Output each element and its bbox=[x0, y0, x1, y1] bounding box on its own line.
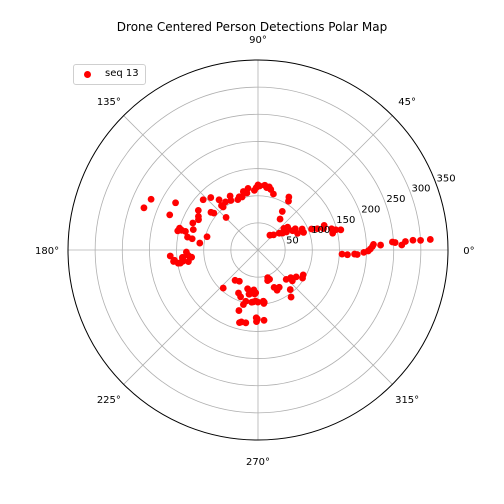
data-point bbox=[222, 214, 230, 221]
angular-tick-label: 0° bbox=[463, 246, 474, 257]
data-point bbox=[280, 225, 288, 232]
data-point bbox=[242, 319, 250, 327]
angular-tick-label: 135° bbox=[97, 97, 121, 108]
data-point bbox=[195, 216, 202, 224]
data-point bbox=[254, 298, 262, 306]
angular-tick-label: 45° bbox=[398, 97, 416, 108]
angular-gridline bbox=[257, 115, 393, 251]
radial-tick-label: 200 bbox=[361, 204, 380, 215]
data-point bbox=[207, 208, 215, 216]
data-point bbox=[259, 297, 267, 305]
data-point bbox=[285, 193, 293, 201]
polar-grid bbox=[67, 59, 449, 441]
data-point bbox=[184, 233, 191, 241]
angular-tick-label: 315° bbox=[395, 395, 419, 406]
data-point bbox=[215, 196, 223, 204]
data-point bbox=[287, 293, 295, 301]
data-point bbox=[298, 225, 306, 233]
data-point bbox=[253, 318, 260, 326]
data-point bbox=[194, 206, 202, 214]
data-point bbox=[351, 250, 358, 258]
radial-tick-label: 250 bbox=[386, 194, 405, 205]
legend: seq 13 bbox=[73, 64, 146, 85]
radial-tick-label: 150 bbox=[336, 215, 355, 226]
data-point bbox=[199, 196, 207, 204]
data-point bbox=[292, 273, 300, 281]
data-point bbox=[248, 298, 256, 306]
data-point bbox=[196, 239, 204, 247]
data-point bbox=[189, 219, 197, 227]
data-point bbox=[166, 252, 174, 260]
data-point bbox=[388, 238, 396, 246]
angular-gridline bbox=[257, 249, 393, 385]
data-point bbox=[166, 211, 174, 219]
data-point bbox=[235, 277, 243, 285]
data-point bbox=[278, 208, 286, 215]
data-point bbox=[266, 275, 273, 283]
angular-tick-label: 90° bbox=[249, 35, 267, 46]
data-point bbox=[270, 190, 277, 198]
data-point bbox=[337, 226, 345, 234]
data-point bbox=[184, 251, 192, 259]
data-point bbox=[203, 233, 211, 241]
data-point bbox=[344, 251, 351, 259]
data-point bbox=[239, 188, 247, 195]
data-point bbox=[409, 236, 417, 244]
data-point bbox=[360, 249, 368, 256]
data-point bbox=[245, 290, 253, 298]
data-points bbox=[140, 181, 434, 327]
angular-tick-label: 270° bbox=[246, 457, 270, 468]
data-point bbox=[287, 274, 295, 282]
chart-title: Drone Centered Person Detections Polar M… bbox=[116, 20, 388, 34]
angular-tick-label: 225° bbox=[97, 395, 121, 406]
data-point bbox=[219, 284, 227, 292]
data-point bbox=[320, 222, 328, 229]
data-point bbox=[260, 316, 268, 324]
data-point bbox=[299, 271, 307, 279]
radial-tick-label: 300 bbox=[411, 184, 430, 195]
data-point bbox=[189, 226, 197, 233]
legend-label: seq 13 bbox=[105, 68, 139, 79]
data-point bbox=[398, 241, 406, 249]
data-point bbox=[291, 225, 299, 233]
polar-frame bbox=[67, 59, 449, 441]
data-point bbox=[275, 283, 283, 291]
data-point bbox=[313, 225, 321, 233]
data-point bbox=[174, 227, 182, 235]
data-point bbox=[237, 293, 244, 301]
data-point bbox=[332, 226, 340, 234]
data-point bbox=[250, 186, 258, 194]
angular-tick-label: 180° bbox=[35, 246, 59, 257]
data-point bbox=[377, 241, 384, 249]
data-point bbox=[417, 236, 424, 244]
data-point bbox=[242, 297, 250, 305]
data-point bbox=[172, 199, 179, 207]
data-point bbox=[275, 229, 283, 237]
angular-gridline bbox=[123, 115, 259, 251]
data-point bbox=[140, 204, 148, 212]
radial-tick-label: 100 bbox=[311, 225, 330, 236]
data-point bbox=[244, 285, 252, 293]
radial-tick-label: 50 bbox=[286, 236, 299, 247]
angular-gridline bbox=[123, 249, 259, 385]
data-point bbox=[266, 231, 274, 239]
data-point bbox=[227, 197, 235, 204]
data-point bbox=[276, 215, 284, 223]
data-point bbox=[426, 236, 434, 243]
radial-tick-label: 350 bbox=[437, 173, 456, 184]
data-point bbox=[179, 255, 186, 263]
data-point bbox=[235, 307, 243, 314]
data-point bbox=[338, 250, 346, 258]
data-point bbox=[308, 225, 315, 233]
data-point bbox=[218, 202, 225, 209]
data-point bbox=[286, 286, 294, 293]
tick-labels: 0° 45° 90° 135° 180° 225° 270° 315° 50 100 150 200 2… bbox=[35, 35, 475, 468]
legend-marker bbox=[84, 71, 91, 78]
data-point bbox=[234, 196, 242, 203]
data-point bbox=[147, 195, 155, 203]
data-point bbox=[207, 194, 215, 201]
